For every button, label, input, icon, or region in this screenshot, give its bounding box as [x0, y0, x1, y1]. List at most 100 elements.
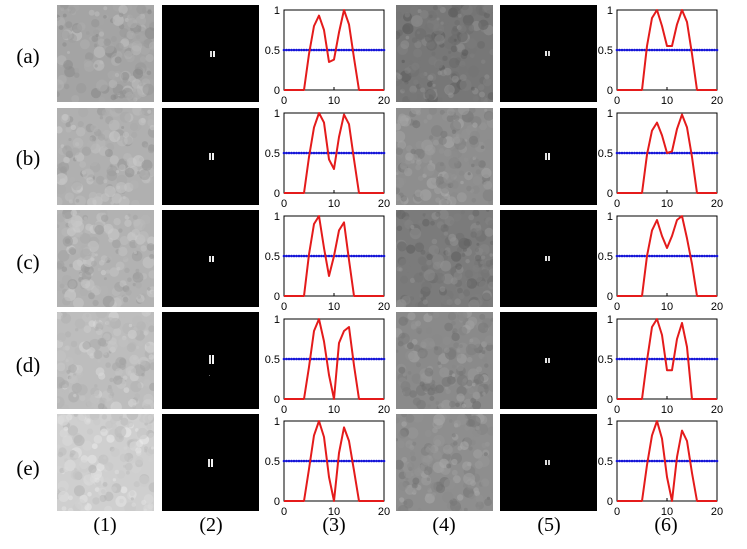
speckle-grain — [94, 224, 105, 235]
speckle-grain — [427, 74, 434, 81]
threshold-point — [685, 48, 689, 52]
speckle-grain — [141, 499, 147, 505]
speckle-grain — [478, 244, 490, 255]
speckle-grain — [406, 342, 414, 350]
speckle-grain — [424, 430, 432, 438]
threshold-point — [680, 357, 684, 361]
speckle-grain — [410, 148, 416, 154]
speckle-grain — [119, 111, 131, 123]
speckle-grain — [423, 466, 433, 475]
speckle-grain — [471, 198, 477, 203]
threshold-point — [710, 357, 714, 361]
speckle-grain — [449, 220, 455, 225]
speckle-grain — [85, 223, 93, 231]
speckle-grain — [142, 414, 152, 424]
speckle-grain — [398, 113, 407, 122]
speckle-grain — [481, 255, 486, 260]
speckle-grain — [489, 49, 493, 56]
speckle-grain — [465, 343, 478, 356]
speckle-grain — [101, 414, 108, 420]
threshold-point — [297, 48, 301, 52]
speckle-grain — [396, 130, 406, 143]
threshold-point — [342, 48, 346, 52]
threshold-point — [285, 357, 288, 361]
speckle-grain — [487, 220, 493, 228]
speckle-grain — [61, 114, 69, 121]
y-tick-label: 1 — [274, 416, 280, 428]
threshold-point — [362, 357, 366, 361]
speckle-grain — [478, 455, 490, 468]
speckle-grain — [475, 506, 480, 511]
speckle-grain — [482, 292, 491, 302]
speckle-grain — [102, 331, 113, 342]
speckle-grain — [79, 39, 90, 50]
speckle-grain — [451, 321, 456, 326]
speckle-grain — [479, 122, 487, 131]
threshold-point — [365, 254, 368, 258]
speckle-grain — [411, 414, 424, 423]
y-tick-label: 1 — [274, 108, 280, 120]
speckle-grain — [402, 373, 406, 377]
threshold-point — [285, 254, 288, 258]
speckle-image-a4 — [396, 5, 493, 102]
threshold-point — [658, 357, 661, 361]
spot — [545, 460, 547, 465]
speckle-grain — [110, 401, 122, 409]
speckle-grain — [150, 446, 154, 450]
threshold-point — [360, 357, 363, 361]
speckle-grain — [109, 155, 119, 165]
threshold-point — [332, 357, 336, 361]
speckle-grain — [407, 462, 415, 470]
threshold-point — [685, 459, 689, 463]
speckle-grain — [411, 304, 416, 307]
threshold-point — [327, 357, 331, 361]
speckle-grain — [400, 195, 407, 202]
speckle-grain — [446, 115, 454, 123]
x-tick-label: 10 — [661, 95, 673, 107]
speckle-grain — [436, 482, 441, 486]
speckle-grain — [396, 177, 405, 189]
threshold-point — [340, 48, 343, 52]
speckle-grain — [448, 233, 457, 242]
threshold-point — [715, 48, 719, 52]
threshold-point — [715, 254, 719, 258]
threshold-point — [620, 254, 624, 258]
speckle-grain — [145, 190, 154, 201]
speckle-grain — [113, 328, 122, 337]
threshold-point — [655, 357, 659, 361]
threshold-point — [635, 254, 639, 258]
speckle-grain — [138, 475, 150, 487]
speckle-grain — [142, 83, 154, 96]
speckle-grain — [110, 94, 117, 101]
row-label-e: (e) — [16, 456, 40, 480]
x-tick-label: 10 — [328, 301, 340, 313]
threshold-point — [698, 151, 701, 155]
threshold-point — [663, 48, 666, 52]
speckle-grain — [420, 341, 427, 348]
speckle-grain — [136, 171, 141, 175]
threshold-point — [648, 151, 651, 155]
speckle-grain — [65, 331, 72, 338]
speckle-grain — [148, 482, 154, 493]
speckle-grain — [140, 214, 151, 225]
speckle-grain — [83, 216, 88, 221]
speckle-grain — [482, 392, 486, 396]
speckle-grain — [77, 121, 84, 128]
speckle-grain — [148, 325, 154, 333]
threshold-point — [703, 459, 706, 463]
speckle-grain — [86, 418, 91, 423]
speckle-grain — [449, 419, 453, 423]
threshold-point — [668, 357, 671, 361]
threshold-point — [703, 254, 706, 258]
speckle-grain — [126, 343, 136, 353]
speckle-grain — [458, 313, 467, 322]
speckle-grain — [466, 38, 477, 49]
threshold-point — [623, 151, 626, 155]
speckle-grain — [144, 449, 148, 453]
speckle-grain — [425, 327, 433, 334]
speckle-grain — [400, 162, 408, 170]
threshold-point — [282, 357, 286, 361]
speckle-grain — [68, 391, 79, 403]
threshold-point — [658, 254, 661, 258]
